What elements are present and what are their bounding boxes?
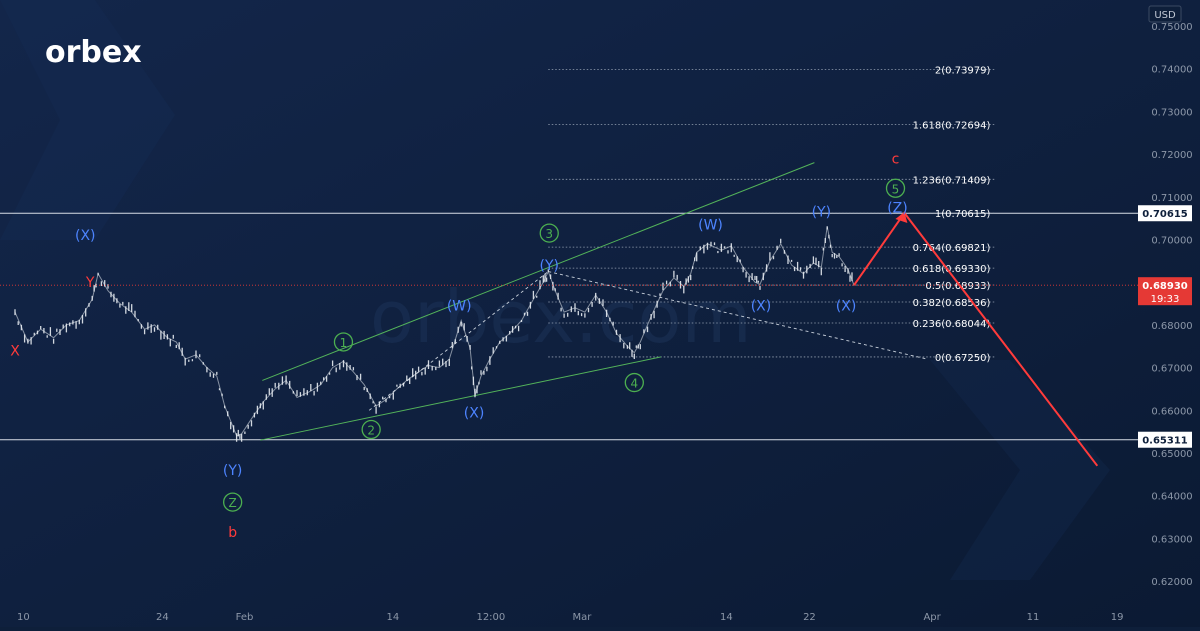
wave-label: (Y) — [812, 205, 831, 221]
wave-label: 4 — [631, 377, 639, 391]
x-tick-label: 22 — [803, 612, 816, 623]
y-tick-label: 0.73000 — [1151, 107, 1192, 118]
projection-arrow-up — [895, 212, 908, 224]
x-tick-label: Mar — [572, 612, 592, 623]
level-badge — [1138, 431, 1192, 448]
x-tick-label: 10 — [17, 612, 30, 623]
wave-label: (X) — [836, 299, 857, 315]
x-tick-label: 24 — [156, 612, 169, 623]
x-tick-label: Apr — [923, 612, 941, 623]
y-tick-label: 0.75000 — [1151, 22, 1192, 33]
wave-label: 3 — [545, 227, 553, 241]
channel-line — [260, 356, 662, 441]
countdown-label: 19:33 — [1151, 294, 1180, 305]
wave-label: X — [10, 344, 20, 360]
x-tick-label: Feb — [236, 612, 254, 623]
channel-lines-layer — [260, 162, 815, 441]
x-tick-label: 12:00 — [476, 612, 505, 623]
y-tick-label: 0.72000 — [1151, 150, 1192, 161]
wave-label: 2 — [367, 424, 375, 438]
x-tick-label: 14 — [720, 612, 733, 623]
x-tick-label: 19 — [1111, 612, 1124, 623]
wave-labels-layer: X (X) Y (Y) Zb 1 2 (W) (X) 3 (Y) 4 (W) (X) (Y) (X) (Z) 5 c — [10, 151, 908, 541]
wave-label: Z — [229, 496, 237, 510]
y-tick-label: 0.64000 — [1151, 492, 1192, 503]
y-tick-label: 0.71000 — [1151, 193, 1192, 204]
fib-level-label: 1(0.70615) — [935, 209, 991, 220]
fib-level-label: 0.618(0.69330) — [913, 264, 991, 275]
level-badge — [1138, 205, 1192, 222]
wave-label-circle — [624, 372, 644, 393]
fib-level-label: 1.236(0.71409) — [913, 175, 991, 186]
x-tick-label: 14 — [387, 612, 400, 623]
y-tick-label: 0.70000 — [1151, 236, 1192, 247]
y-tick-label: 0.68000 — [1151, 321, 1192, 332]
y-tick-label: 0.65000 — [1151, 449, 1192, 460]
y-tick-label: 0.63000 — [1151, 534, 1192, 545]
fib-level-label: 0.236(0.68044) — [913, 319, 991, 330]
y-tick-label: 0.67000 — [1151, 364, 1192, 375]
wave-label: (W) — [447, 299, 472, 315]
projection-layer — [853, 211, 1099, 467]
currency-box[interactable] — [1148, 5, 1182, 23]
fib-level-label: 0.382(0.68536) — [913, 298, 991, 309]
wave-label-circle — [539, 223, 559, 243]
price-line — [14, 226, 855, 437]
wave-label: (Y) — [223, 463, 242, 479]
wave-label-circle — [223, 492, 243, 512]
wave-label: b — [228, 525, 237, 541]
fib-level-label: 0(0.67250) — [935, 353, 991, 364]
wave-label: c — [892, 151, 900, 167]
background-brand-shapes — [0, 0, 175, 240]
wave-label: 5 — [892, 182, 900, 196]
wave-label: (Z) — [887, 200, 908, 216]
y-tick-label: 0.74000 — [1151, 65, 1192, 76]
currency-label: USD — [1154, 10, 1176, 21]
fib-level-label: 0.5(0.68933) — [925, 281, 990, 292]
x-axis[interactable]: 10 24 Feb 14 12:00 Mar 14 22 Apr 11 19 — [17, 612, 1123, 623]
fibonacci-layer: 2(0.73979) 1.618(0.72694) 1.236(0.71409) 1(… — [548, 66, 995, 364]
wave-label: (Y) — [539, 258, 558, 274]
wave-label-circle — [361, 419, 381, 440]
y-tick-label: 0.66000 — [1151, 406, 1192, 417]
orbex-logo: orbex — [45, 35, 142, 70]
price-badges-layer: 0.70615 0.65311 0.68930 19:33 — [0, 205, 1192, 448]
current-price-badge — [1138, 277, 1192, 306]
watermark-text: orbex.com — [370, 275, 752, 359]
level-badge-label: 0.70615 — [1142, 209, 1188, 220]
level-badge-label: 0.65311 — [1142, 436, 1188, 447]
fib-level-label: 1.618(0.72694) — [913, 120, 991, 131]
y-tick-label: 0.62000 — [1151, 577, 1192, 588]
wave-label: (X) — [75, 228, 96, 244]
fib-level-label: 0.764(0.69821) — [913, 243, 991, 254]
connector-dashed-line — [548, 271, 928, 360]
channel-line — [262, 162, 815, 381]
wave-label-circle — [885, 178, 906, 198]
wave-label: 1 — [340, 336, 348, 350]
fib-level-label: 2(0.73979) — [935, 66, 991, 77]
wave-label: (X) — [751, 299, 772, 315]
current-price-label: 0.68930 — [1142, 281, 1188, 292]
x-tick-label: 11 — [1027, 612, 1040, 623]
wave-label-circle — [333, 332, 354, 352]
price-series-layer — [14, 226, 855, 442]
wave-label: (X) — [464, 405, 485, 421]
wave-label: (W) — [698, 218, 723, 234]
wave-label: Y — [85, 275, 95, 291]
